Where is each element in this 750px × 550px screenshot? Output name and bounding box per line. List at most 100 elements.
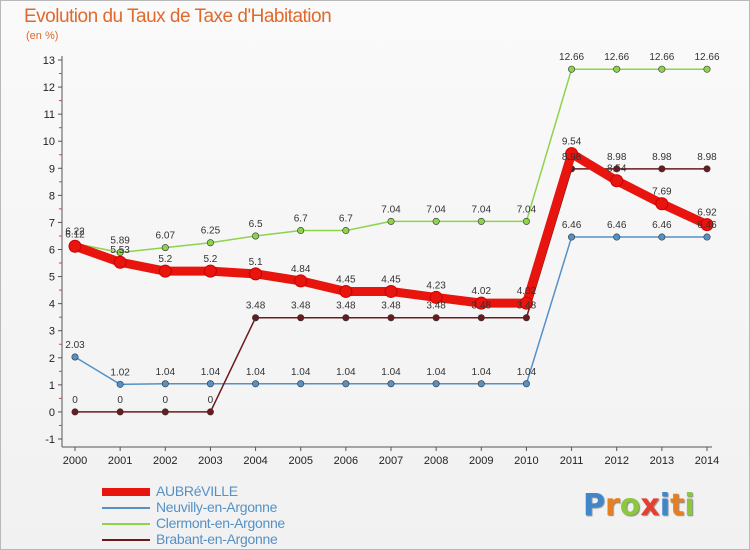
data-label-clermont: 6.22 [65, 227, 85, 238]
data-point-aubreville [203, 264, 217, 278]
data-label-clermont: 7.04 [472, 204, 492, 215]
data-label-clermont: 12.66 [559, 52, 584, 63]
data-point-brabant [116, 408, 124, 416]
data-point-brabant [387, 314, 395, 322]
data-label-brabant: 3.48 [381, 301, 401, 312]
data-point-neuvilly [703, 233, 711, 241]
data-label-aubreville: 5.2 [203, 254, 217, 265]
legend-label-aubreville: AUBRéVILLE [156, 483, 238, 499]
x-tick-label: 2000 [63, 455, 87, 467]
data-point-clermont [116, 248, 124, 256]
data-point-neuvilly [522, 380, 530, 388]
data-point-clermont [161, 244, 169, 252]
data-label-aubreville: 5.2 [158, 254, 172, 265]
x-tick-label: 2013 [650, 455, 674, 467]
logo-letter: i [659, 488, 671, 523]
data-label-clermont: 7.04 [517, 204, 537, 215]
y-tick-label: 5 [49, 272, 55, 284]
data-label-aubreville: 4.23 [426, 280, 446, 291]
data-label-clermont: 12.66 [604, 52, 629, 63]
data-label-brabant: 3.48 [246, 301, 266, 312]
data-label-brabant: 0 [163, 395, 169, 406]
data-label-aubreville: 8.54 [607, 164, 627, 175]
data-label-brabant: 0 [117, 395, 123, 406]
data-point-clermont [568, 65, 576, 73]
legend-swatch-clermont [102, 523, 150, 525]
data-label-brabant: 8.98 [607, 152, 627, 163]
data-point-brabant [206, 408, 214, 416]
data-point-aubreville [565, 147, 579, 161]
data-point-neuvilly [116, 380, 124, 388]
legend-label-clermont: Clermont-en-Argonne [156, 515, 285, 531]
data-point-aubreville [68, 239, 82, 253]
data-point-aubreville [158, 264, 172, 278]
data-point-neuvilly [297, 380, 305, 388]
x-tick-label: 2012 [604, 455, 628, 467]
y-tick-label: 12 [43, 82, 55, 94]
data-point-clermont [522, 217, 530, 225]
data-label-aubreville: 6.12 [65, 229, 85, 240]
data-label-clermont: 12.66 [694, 52, 719, 63]
data-label-neuvilly: 1.02 [110, 367, 130, 378]
data-point-aubreville [384, 284, 398, 298]
data-label-clermont: 6.7 [294, 214, 308, 225]
data-label-brabant: 0 [72, 395, 78, 406]
x-tick-label: 2007 [379, 455, 403, 467]
logo-letter: x [640, 488, 660, 523]
data-point-brabant [297, 314, 305, 322]
data-label-brabant: 8.98 [562, 152, 582, 163]
data-point-brabant [658, 165, 666, 173]
data-label-brabant: 8.98 [697, 152, 717, 163]
data-label-neuvilly: 1.04 [336, 367, 356, 378]
y-tick-label: -1 [45, 434, 55, 446]
data-label-neuvilly: 1.04 [291, 367, 311, 378]
x-tick-label: 2014 [695, 455, 719, 467]
data-point-clermont [477, 217, 485, 225]
data-point-neuvilly [252, 380, 260, 388]
data-label-brabant: 8.98 [652, 152, 672, 163]
x-tick-label: 2002 [153, 455, 177, 467]
data-label-neuvilly: 6.46 [562, 220, 582, 231]
x-tick-label: 2005 [288, 455, 312, 467]
data-point-neuvilly [387, 380, 395, 388]
data-point-neuvilly [342, 380, 350, 388]
x-tick-label: 2003 [198, 455, 222, 467]
x-tick-label: 2006 [334, 455, 358, 467]
proxiti-logo: Proxiti [583, 488, 695, 523]
data-label-aubreville: 4.02 [517, 286, 537, 297]
logo-letter: t [670, 488, 685, 523]
data-label-neuvilly: 1.04 [381, 367, 401, 378]
data-point-aubreville [429, 290, 443, 304]
data-point-clermont [703, 65, 711, 73]
data-label-neuvilly: 1.04 [426, 367, 446, 378]
y-tick-label: 2 [49, 353, 55, 365]
data-point-brabant [477, 314, 485, 322]
data-label-aubreville: 4.02 [472, 286, 492, 297]
legend-swatch-neuvilly [102, 507, 150, 509]
y-tick-label: 7 [49, 217, 55, 229]
data-label-neuvilly: 1.04 [246, 367, 266, 378]
data-point-neuvilly [161, 380, 169, 388]
data-point-clermont [387, 217, 395, 225]
data-label-aubreville: 4.84 [291, 264, 311, 275]
data-labels: 6.22 5.89 6.07 6.25 6.5 6.7 6.7 7.04 7.04 7.04 7.0… [65, 52, 720, 406]
data-label-clermont: 7.04 [381, 204, 401, 215]
data-point-aubreville [249, 267, 263, 281]
logo-letter: i [684, 488, 695, 523]
x-tick-label: 2008 [424, 455, 448, 467]
data-point-brabant [613, 165, 621, 173]
data-label-neuvilly: 1.04 [472, 367, 492, 378]
logo-letter: o [619, 488, 641, 523]
data-point-aubreville [294, 274, 308, 288]
data-label-brabant: 3.48 [517, 301, 537, 312]
data-point-aubreville [474, 296, 488, 310]
y-tick-label: 8 [49, 190, 55, 202]
data-label-clermont: 6.5 [249, 219, 263, 230]
y-tick-label: 3 [49, 326, 55, 338]
data-label-neuvilly: 2.03 [65, 340, 85, 351]
data-point-neuvilly [206, 380, 214, 388]
x-tick-label: 2009 [469, 455, 493, 467]
data-label-neuvilly: 1.04 [201, 367, 221, 378]
chart-subtitle: (en %) [26, 30, 59, 42]
